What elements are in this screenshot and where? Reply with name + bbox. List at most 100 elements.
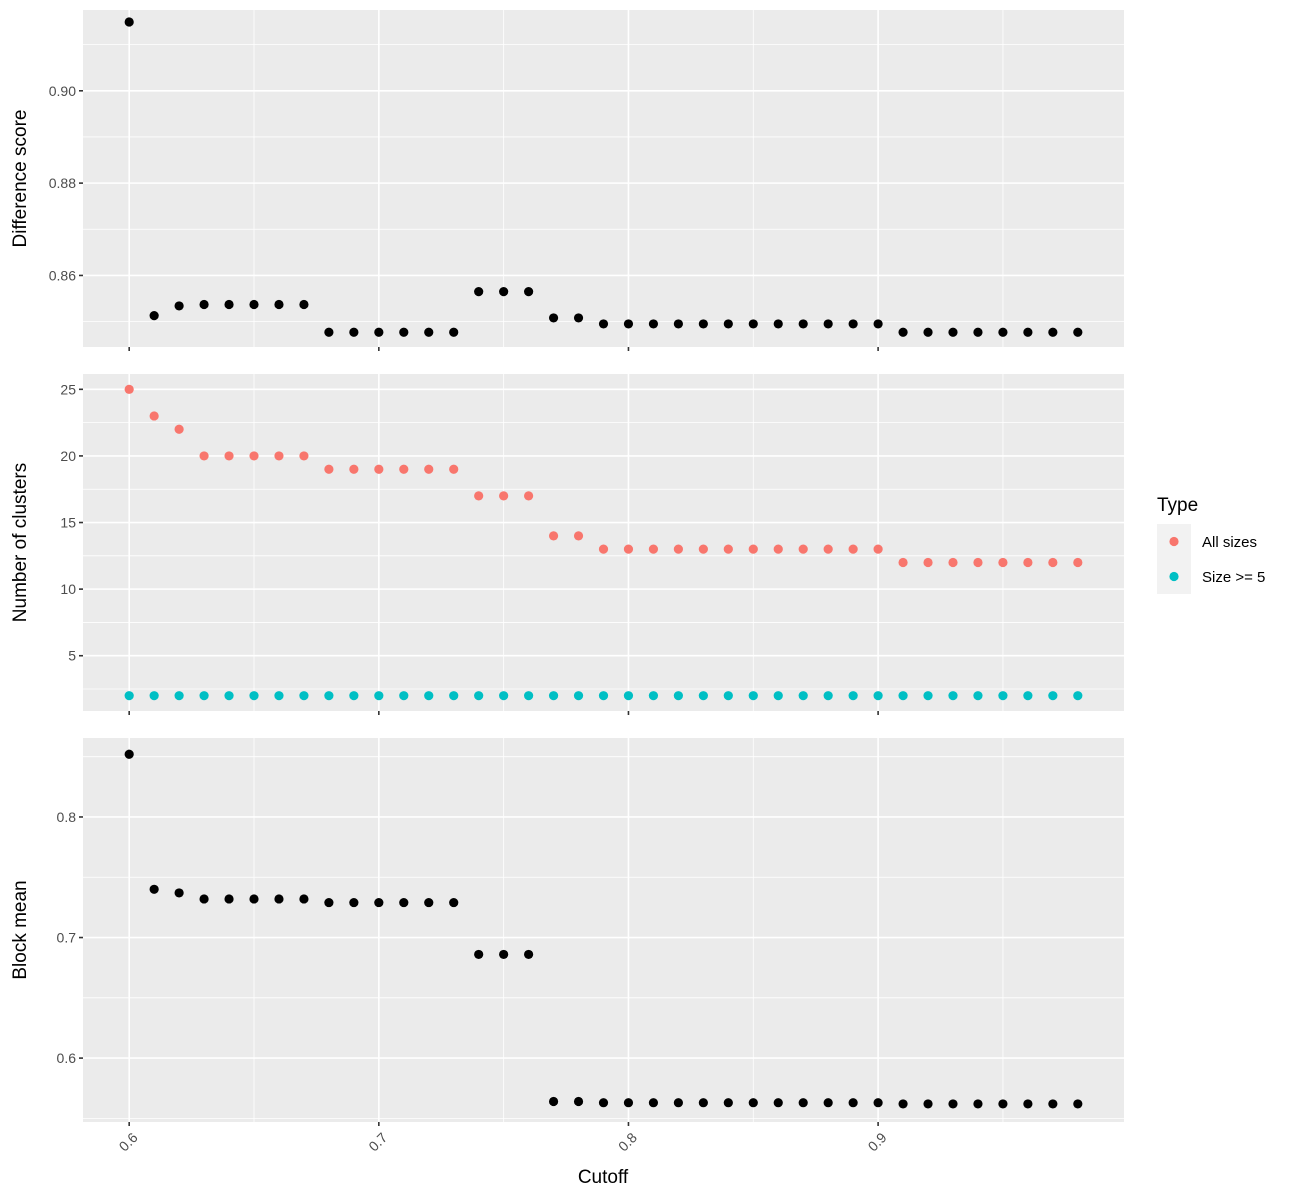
- data-point: [1073, 1099, 1083, 1109]
- x-tick-label: 0.6: [116, 1129, 141, 1154]
- data-point: [174, 888, 184, 898]
- data-point: [923, 1099, 933, 1109]
- data-point: [299, 691, 309, 701]
- legend-entries: All sizes Size >= 5: [1157, 524, 1265, 594]
- y-tick-label: 0.86: [49, 267, 76, 283]
- data-point: [524, 691, 534, 701]
- data-point: [998, 1099, 1008, 1109]
- data-point: [998, 691, 1008, 701]
- data-point: [598, 691, 609, 701]
- data-point: [199, 451, 209, 461]
- panel-2: 5 10 15 20 25 Number of clusters: [10, 374, 1124, 715]
- data-point: [299, 299, 309, 310]
- data-point: [124, 384, 134, 394]
- data-point: [199, 299, 209, 310]
- legend-entry-label: All sizes: [1202, 534, 1257, 551]
- data-point: [524, 287, 534, 297]
- data-point: [898, 691, 908, 701]
- data-point: [548, 313, 559, 323]
- data-point: [424, 691, 434, 701]
- data-point: [648, 319, 659, 329]
- panel-1: 0.86 0.88 0.90 Difference score: [10, 10, 1124, 351]
- data-point: [723, 319, 733, 329]
- data-point: [948, 557, 958, 568]
- data-point: [274, 299, 284, 310]
- panel-background: [83, 374, 1124, 711]
- data-point: [299, 451, 309, 461]
- y-tick-label: 0.8: [57, 809, 77, 825]
- data-point: [998, 557, 1008, 568]
- y-tick-label: 0.88: [49, 175, 76, 191]
- data-point: [723, 1098, 733, 1108]
- data-point: [499, 691, 509, 701]
- data-point: [149, 311, 159, 321]
- data-point: [823, 691, 833, 701]
- legend: Type All sizes Size >= 5: [1157, 495, 1265, 594]
- data-point: [499, 949, 509, 960]
- data-point: [474, 949, 484, 960]
- data-point: [623, 544, 634, 554]
- data-point: [324, 691, 334, 701]
- data-point: [249, 299, 259, 310]
- y-tick-label: 25: [60, 381, 76, 397]
- y-axis-title: Block mean: [10, 880, 31, 979]
- data-point: [274, 894, 284, 904]
- data-point: [598, 544, 609, 554]
- data-point: [424, 897, 434, 908]
- data-point: [249, 691, 259, 701]
- data-point: [798, 691, 808, 701]
- data-point: [848, 544, 858, 554]
- data-point: [548, 691, 559, 701]
- data-point: [474, 691, 484, 701]
- x-tick-label: 0.8: [615, 1129, 640, 1154]
- data-point: [623, 319, 634, 329]
- data-point: [898, 327, 908, 337]
- data-point: [399, 897, 409, 908]
- panel-background: [83, 738, 1124, 1122]
- data-point: [324, 464, 334, 474]
- data-point: [548, 1096, 559, 1107]
- data-point: [1023, 327, 1033, 337]
- data-point: [199, 894, 209, 904]
- data-point: [998, 327, 1008, 337]
- data-point: [573, 1096, 584, 1107]
- data-point: [449, 691, 459, 701]
- data-point: [673, 544, 683, 554]
- data-point: [1073, 557, 1083, 568]
- data-point: [723, 544, 733, 554]
- data-point: [548, 531, 559, 541]
- data-point: [823, 544, 833, 554]
- data-point: [374, 691, 384, 701]
- data-point: [823, 319, 833, 329]
- x-axis-title: Cutoff: [578, 1167, 629, 1188]
- x-tick-label: 0.9: [865, 1129, 890, 1154]
- legend-title: Type: [1157, 495, 1198, 516]
- data-point: [249, 894, 259, 904]
- data-point: [124, 17, 134, 27]
- data-point: [898, 557, 908, 568]
- data-point: [698, 691, 708, 701]
- data-point: [399, 691, 409, 701]
- data-point: [374, 897, 384, 908]
- data-point: [698, 544, 708, 554]
- data-point: [149, 884, 159, 894]
- y-tick-label: 0.7: [57, 930, 77, 946]
- x-tick-label: 0.7: [365, 1129, 390, 1154]
- data-point: [199, 691, 209, 701]
- data-point: [973, 691, 983, 701]
- data-point: [873, 691, 883, 701]
- data-point: [973, 1099, 983, 1109]
- data-point: [773, 319, 783, 329]
- data-point: [149, 411, 159, 421]
- data-point: [923, 327, 933, 337]
- y-axis-title: Number of clusters: [10, 463, 31, 622]
- y-tick-label: 10: [60, 581, 76, 597]
- data-point: [124, 749, 134, 759]
- data-point: [149, 691, 159, 701]
- data-point: [798, 1098, 808, 1108]
- data-point: [623, 1098, 634, 1108]
- data-point: [224, 299, 234, 310]
- data-point: [324, 327, 334, 337]
- panel-3: 0.6 0.7 0.8 0.6 0.7 0.8 0.9 Block mean: [10, 738, 1124, 1154]
